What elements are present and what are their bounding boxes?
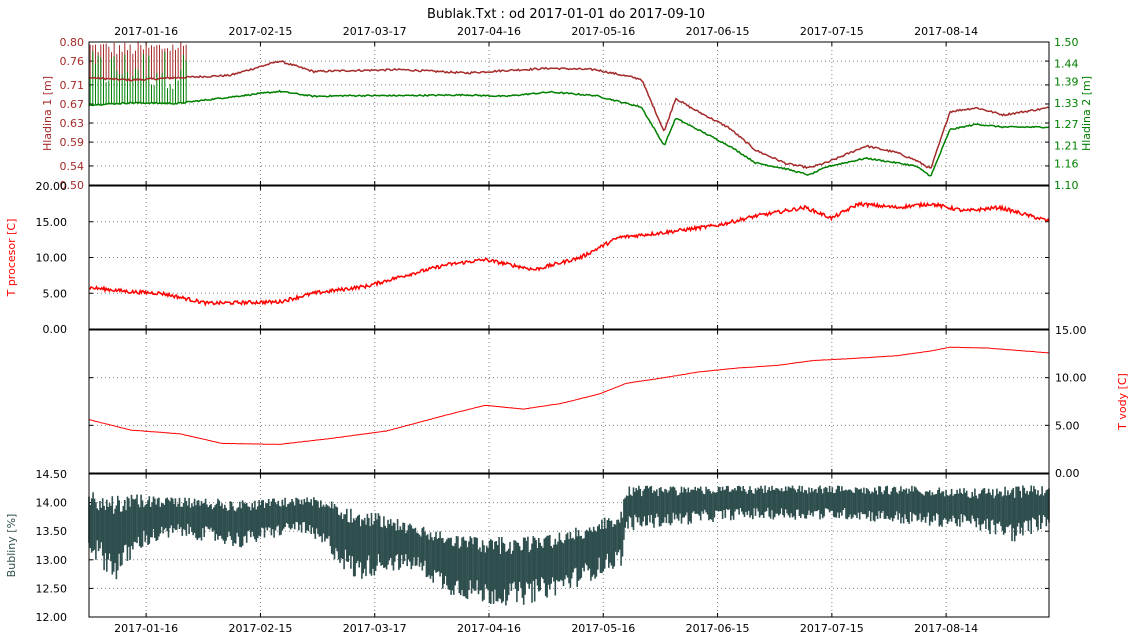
- panel-frame: [88, 185, 1050, 330]
- y2-tick-label: 1.44: [1054, 57, 1079, 70]
- series-hladina1-line: [88, 60, 1050, 169]
- panel-frame: [88, 41, 1050, 186]
- y-tick-label: 5.00: [43, 287, 68, 300]
- y-tick-label: 0.67: [60, 98, 85, 111]
- x-tick-label-bottom: 2017-03-17: [343, 622, 407, 635]
- panel-frame: [88, 329, 1050, 474]
- y-tick-label: 10.00: [36, 252, 68, 265]
- y-tick-label: 12.00: [36, 611, 68, 624]
- y-tick-label: 13.00: [36, 554, 68, 567]
- x-tick-label-top: 2017-07-15: [800, 25, 864, 38]
- y2-tick-label: 1.10: [1054, 179, 1079, 192]
- panel-frame: [88, 473, 1050, 618]
- y-tick-label: 0.71: [60, 79, 85, 92]
- x-tick-label-top: 2017-08-14: [914, 25, 978, 38]
- x-tick-label-bottom: 2017-06-15: [686, 622, 750, 635]
- series-t-procesor-line: [88, 200, 1050, 307]
- y-tick-label: 14.50: [36, 468, 68, 481]
- x-tick-label-top: 2017-05-16: [571, 25, 635, 38]
- chart-title: Bublak.Txt : od 2017-01-01 do 2017-09-10: [427, 7, 705, 22]
- panel-4: 12.00 12.50 13.00 13.50 14.00 14.50 Bubliny [%…: [5, 468, 1050, 624]
- y-tick-label: 5.00: [1055, 419, 1080, 432]
- y-tick-label: 0.00: [1055, 467, 1080, 480]
- y-tick-label: 14.00: [36, 497, 68, 510]
- x-tick-label-top: 2017-03-17: [343, 25, 407, 38]
- x-tick-label-top: 2017-06-15: [686, 25, 750, 38]
- y-tick-label: 0.80: [60, 36, 85, 49]
- y-tick-label: 15.00: [36, 216, 68, 229]
- y-tick-label: 0.54: [60, 160, 85, 173]
- y-tick-label: 0.00: [43, 323, 68, 336]
- x-tick-label-bottom: 2017-08-14: [914, 622, 978, 635]
- series-t-vody-line: [88, 346, 1050, 445]
- y-tick-label: 10.00: [1055, 372, 1087, 385]
- y2-tick-label: 1.39: [1054, 75, 1079, 88]
- panel-3: 0.00 5.00 10.00 15.00 T vody [C]: [88, 324, 1129, 480]
- panel-2: 0.00 5.00 10.00 15.00 20.00 T procesor [C]: [5, 180, 1050, 336]
- y2-tick-label: 1.21: [1054, 140, 1079, 153]
- x-tick-label-bottom: 2017-07-15: [800, 622, 864, 635]
- y2-tick-label: 1.33: [1054, 97, 1079, 110]
- series-hladina2-line: [88, 89, 1050, 177]
- panel-1: 1.10 1.16 1.21 1.27 1.33 1.39 1.44 1.50 0.50 0.54…: [41, 36, 1093, 192]
- y-axis-label: Bubliny [%]: [5, 514, 18, 578]
- y-tick-label: 12.50: [36, 582, 68, 595]
- y2-tick-label: 1.27: [1054, 118, 1079, 131]
- y-tick-label: 0.59: [60, 136, 85, 149]
- x-tick-label-bottom: 2017-04-16: [457, 622, 521, 635]
- y-tick-label: 13.50: [36, 525, 68, 538]
- y-axis-label: T vody [C]: [1116, 373, 1129, 431]
- y2-tick-label: 1.16: [1054, 158, 1079, 171]
- x-tick-label-top: 2017-01-16: [114, 25, 178, 38]
- y-tick-label: 0.76: [60, 55, 85, 68]
- y-axis-label: Hladina 1 [m]: [41, 76, 54, 151]
- x-tick-label-top: 2017-02-15: [228, 25, 292, 38]
- y2-tick-label: 1.50: [1054, 36, 1079, 49]
- y-tick-label: 15.00: [1055, 324, 1087, 337]
- x-tick-label-top: 2017-04-16: [457, 25, 521, 38]
- y-tick-label: 20.00: [36, 180, 68, 193]
- x-tick-label-bottom: 2017-02-15: [228, 622, 292, 635]
- x-tick-label-bottom: 2017-05-16: [571, 622, 635, 635]
- y-tick-label: 0.50: [60, 179, 85, 192]
- y-axis-label: T procesor [C]: [5, 219, 18, 298]
- y2-axis-label: Hladina 2 [m]: [1080, 76, 1093, 151]
- x-tick-label-bottom: 2017-01-16: [114, 622, 178, 635]
- y-tick-label: 0.63: [60, 117, 85, 130]
